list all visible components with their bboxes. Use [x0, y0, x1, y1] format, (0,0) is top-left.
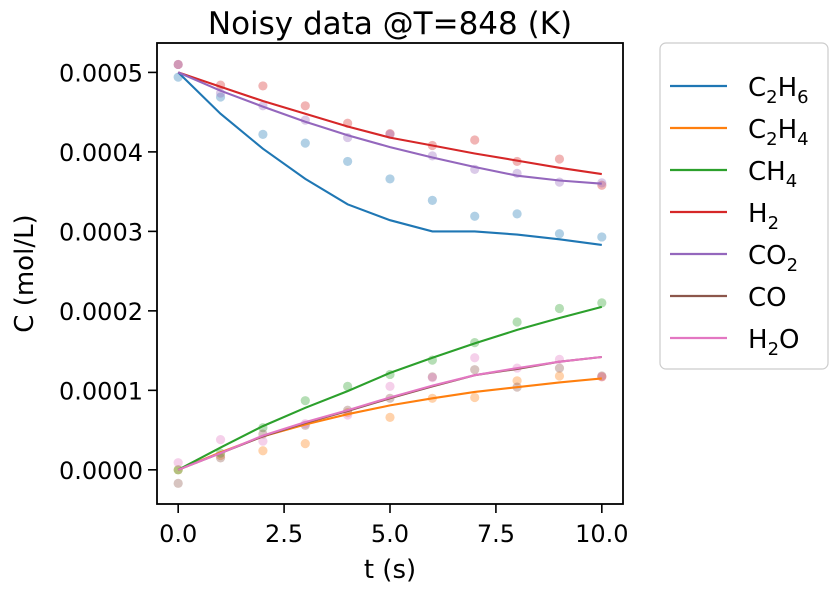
series-layer	[173, 59, 607, 488]
y-tick-label: 0.0000	[59, 457, 143, 485]
data-point-c2h6	[258, 129, 268, 140]
y-tick-label: 0.0001	[59, 377, 143, 405]
y-tick-label: 0.0003	[59, 218, 143, 246]
data-point-co	[427, 372, 437, 382]
fit-line-co2	[177, 71, 602, 185]
legend-item-co2: CO2	[670, 241, 798, 276]
x-tick-label: 7.5	[477, 520, 515, 548]
data-point-c2h4	[512, 376, 522, 386]
data-point-h2o	[597, 372, 607, 382]
data-point-h2o	[173, 458, 183, 468]
data-point-co2	[173, 59, 183, 70]
data-point-c2h4	[385, 412, 395, 422]
data-point-ch4	[554, 303, 565, 314]
chart-title: Noisy data @T=848 (K)	[208, 6, 572, 42]
data-point-c2h6	[554, 229, 565, 239]
legend-label: C2H6	[748, 73, 809, 108]
data-point-h2	[554, 154, 565, 164]
legend-label: H2	[748, 199, 779, 234]
legend-box	[659, 42, 829, 370]
data-point-h2o	[427, 373, 437, 383]
data-point-c2h6	[385, 174, 395, 184]
data-point-c2h4	[300, 438, 310, 449]
data-point-ch4	[512, 317, 522, 327]
data-point-c2h4	[470, 392, 480, 403]
data-point-c2h6	[343, 156, 353, 167]
data-point-ch4	[343, 381, 353, 391]
data-point-co	[173, 478, 183, 488]
x-axis: 0.0 2.5 5.0 7.5 10.0	[159, 504, 629, 548]
data-point-h2	[470, 135, 480, 145]
data-point-c2h6	[470, 211, 480, 221]
legend-item-c2h6: C2H6	[670, 73, 809, 108]
data-point-c2h6	[512, 209, 522, 219]
y-tick-label: 0.0005	[59, 59, 143, 87]
data-point-h2o	[385, 381, 395, 391]
legend: C2H6 C2H4 CH4 H2 CO2 CO H2O	[659, 42, 829, 370]
x-tick-label: 0.0	[159, 520, 197, 548]
y-axis-label: C (mol/L)	[10, 214, 40, 332]
data-point-h2o	[215, 435, 226, 445]
data-point-h2	[385, 129, 395, 139]
legend-item-h2o: H2O	[670, 325, 799, 360]
x-axis-label: t (s)	[364, 555, 416, 585]
data-point-h2	[258, 81, 268, 91]
data-point-c2h4	[258, 446, 268, 456]
legend-item-co: CO	[670, 283, 787, 313]
legend-label: C2H4	[748, 115, 809, 150]
data-point-c2h6	[427, 195, 437, 205]
data-point-co2	[554, 177, 565, 187]
legend-label: CO	[748, 283, 787, 313]
data-point-h2	[173, 59, 183, 70]
data-point-c2h6	[300, 138, 310, 148]
fit-line-c2h6	[177, 71, 602, 246]
series-c2h6	[173, 72, 607, 242]
legend-label: CO2	[748, 241, 798, 276]
data-point-c2h6	[215, 92, 226, 102]
data-point-co	[554, 363, 565, 373]
fit-line-ch4	[177, 305, 603, 471]
y-tick-label: 0.0004	[59, 139, 143, 167]
x-tick-label: 5.0	[371, 520, 409, 548]
legend-item-ch4: CH4	[670, 157, 797, 192]
data-point-co	[215, 453, 226, 463]
data-point-h2o	[470, 353, 480, 363]
legend-item-h2: H2	[670, 199, 779, 234]
legend-label: H2O	[748, 325, 799, 360]
data-point-c2h6	[597, 232, 607, 242]
data-point-co	[470, 365, 480, 375]
y-tick-label: 0.0002	[59, 298, 143, 326]
data-point-ch4	[300, 396, 310, 406]
legend-item-c2h4: C2H4	[670, 115, 809, 150]
x-tick-label: 10.0	[575, 520, 628, 548]
y-axis: 0.0000 0.0001 0.0002 0.0003 0.0004 0.0005	[59, 59, 157, 485]
fit-line-h2o	[177, 355, 602, 471]
x-tick-label: 2.5	[265, 520, 303, 548]
data-point-h2o	[258, 436, 268, 446]
data-point-ch4	[597, 298, 607, 308]
data-point-h2	[300, 101, 310, 111]
data-point-c2h4	[554, 371, 565, 381]
fit-line-h2	[177, 71, 602, 176]
legend-label: CH4	[748, 157, 797, 192]
